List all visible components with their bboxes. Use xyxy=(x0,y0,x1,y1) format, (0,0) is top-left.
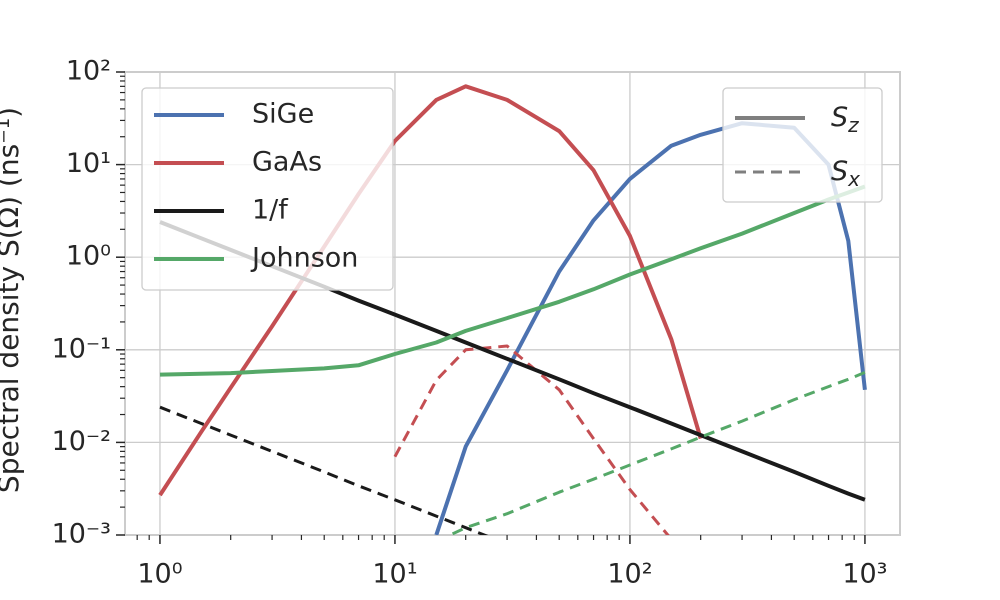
legend-label: GaAs xyxy=(252,147,322,178)
legend-label: SiGe xyxy=(252,99,314,130)
legend-label: Sx xyxy=(831,156,860,191)
x-tick-label: 10³ xyxy=(842,559,887,590)
x-tick-label: 10² xyxy=(607,559,652,590)
y-tick-label: 10⁻² xyxy=(52,426,111,457)
series-line xyxy=(159,184,866,377)
x-tick-label: 10¹ xyxy=(372,559,417,590)
y-tick-label: 10⁻¹ xyxy=(52,333,111,364)
legend-label: Sz xyxy=(831,102,859,137)
y-tick-label: 10⁰ xyxy=(66,241,111,272)
y-tick-label: 10² xyxy=(66,56,111,87)
legend-subscript: x xyxy=(847,167,860,191)
series-line xyxy=(159,405,489,535)
legend-label: Johnson xyxy=(250,243,358,274)
y-axis-label: Spectral density S(Ω) (ns⁻¹) xyxy=(0,107,25,493)
y-tick-label: 10¹ xyxy=(66,148,111,179)
plot-frame xyxy=(124,71,901,536)
series-line xyxy=(158,84,703,497)
legend-symbol: S xyxy=(831,156,848,187)
y-tick-label: 10⁻³ xyxy=(52,519,111,550)
x-tick-label: 10⁰ xyxy=(137,559,182,590)
legend-box xyxy=(141,87,394,291)
series-line xyxy=(446,371,866,535)
legend-symbol: S xyxy=(831,102,848,133)
legend-subscript: z xyxy=(847,113,859,137)
legend-label: 1/f xyxy=(252,195,289,226)
